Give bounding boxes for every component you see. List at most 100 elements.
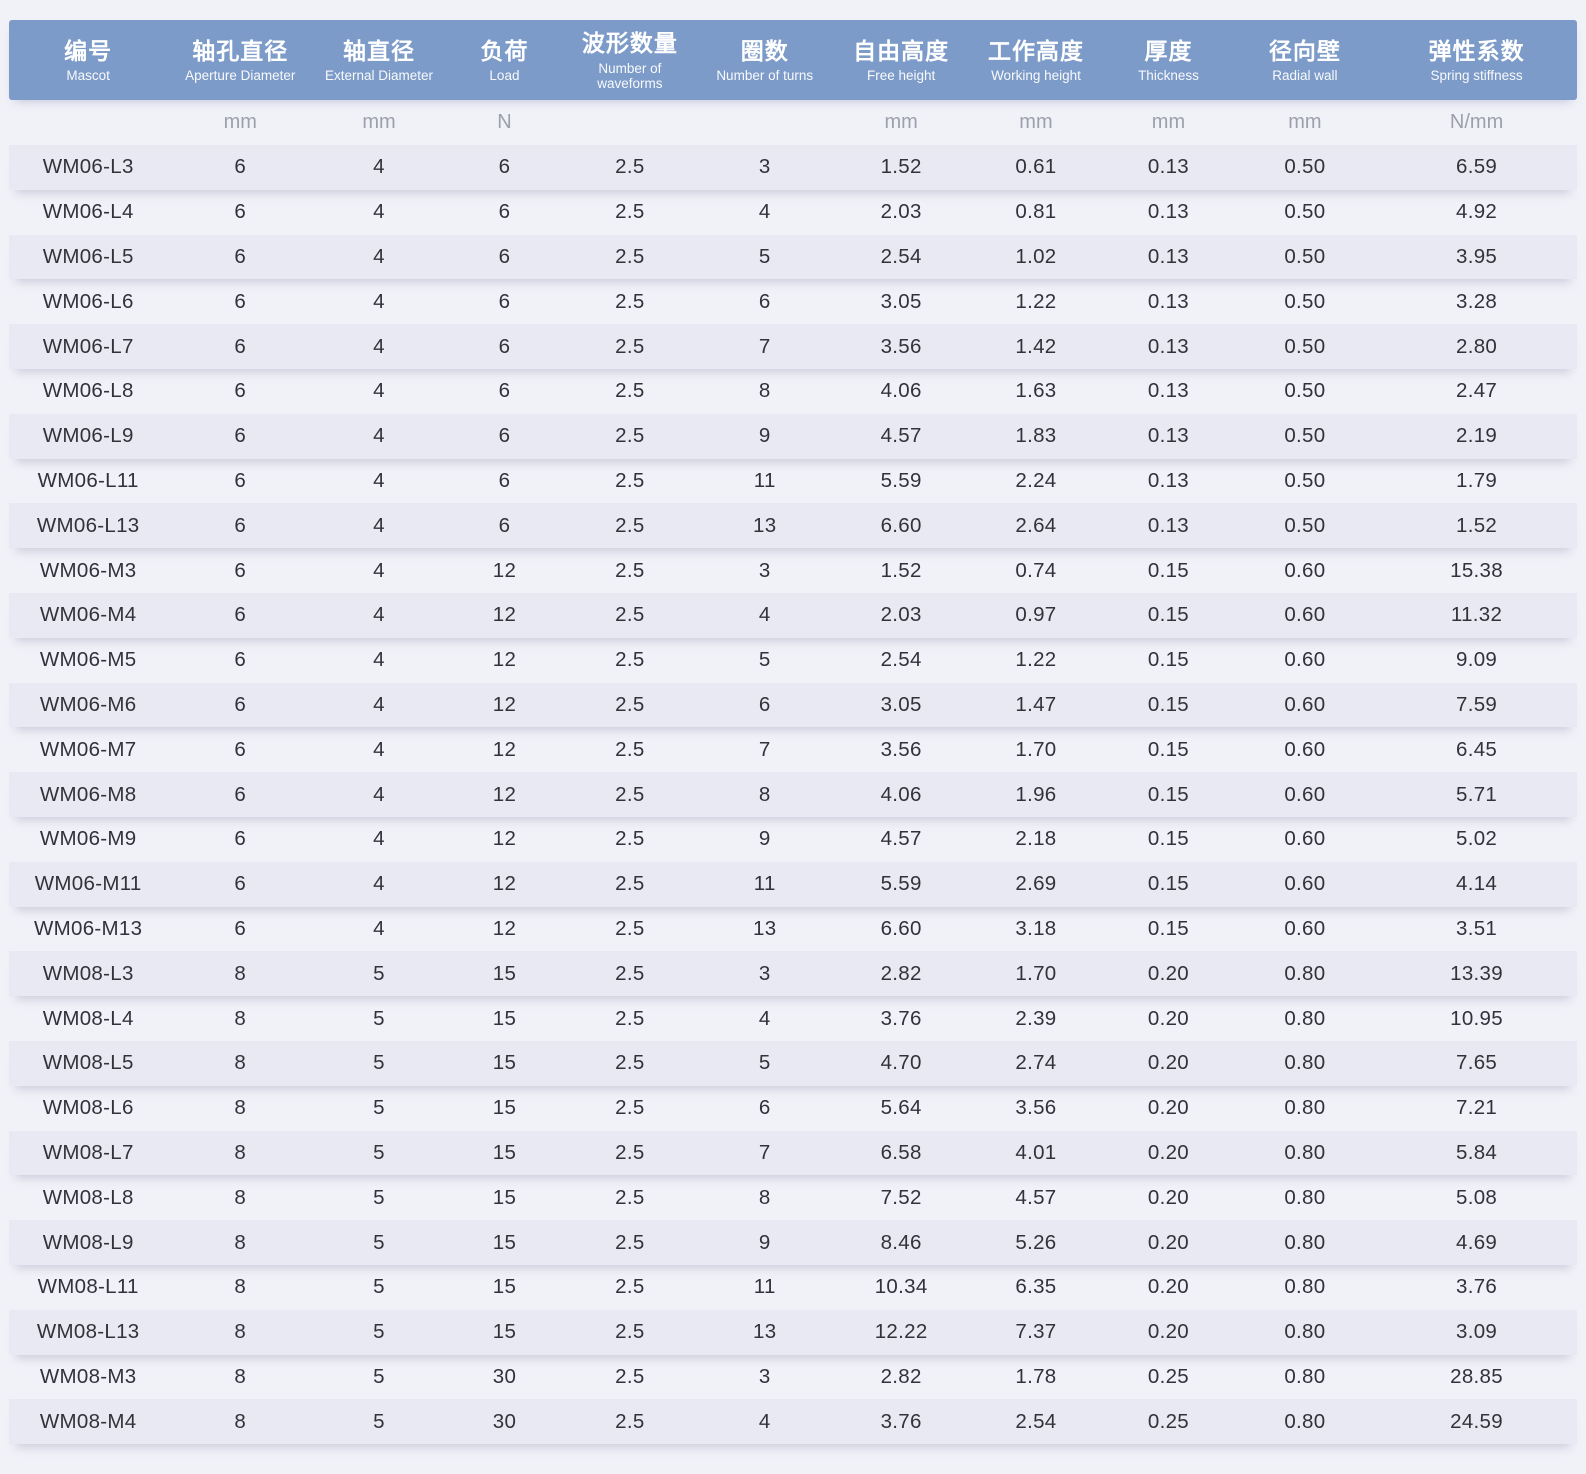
table-cell: 4 xyxy=(373,558,385,582)
column-header: 工作高度 Working height xyxy=(969,37,1104,84)
table-cell: 0.15 xyxy=(1147,603,1190,627)
table-cell: 15 xyxy=(492,1320,517,1344)
table-cell: 4 xyxy=(758,1409,771,1433)
table-cell: 4 xyxy=(373,916,385,940)
table-cell: 0.80 xyxy=(1284,1051,1326,1075)
column-title-zh: 轴孔直径 xyxy=(192,37,289,64)
part-number-cell: WM06-L11 xyxy=(37,468,139,492)
table-cell: 15 xyxy=(492,1185,517,1209)
table-cell: 2.5 xyxy=(615,1275,645,1299)
table-row: WM08-L6 8 5 15 2.5 6 5.64 3.56 0.20 0.80 7.21 xyxy=(9,1086,1577,1131)
part-number-cell: WM06-L7 xyxy=(42,334,134,358)
table-cell: 0.50 xyxy=(1284,513,1326,537)
table-cell: 1.70 xyxy=(1015,961,1057,985)
table-cell: 4 xyxy=(373,424,385,448)
table-cell: 2.5 xyxy=(615,558,645,582)
table-cell: 30 xyxy=(492,1409,517,1433)
table-cell: 6.60 xyxy=(880,513,922,537)
table-cell: 0.20 xyxy=(1147,1230,1190,1254)
table-row: WM06-M7 6 4 12 2.5 7 3.56 1.70 0.15 0.60 6.45 xyxy=(9,727,1577,772)
table-cell: 4.14 xyxy=(1456,872,1498,896)
column-title-en: Free height xyxy=(866,68,936,84)
table-cell: 8 xyxy=(234,1320,247,1344)
table-cell: 2.5 xyxy=(615,1320,645,1344)
table-row: WM08-L3 8 5 15 2.5 3 2.82 1.70 0.20 0.80 13.39 xyxy=(9,951,1577,997)
table-cell: 0.80 xyxy=(1284,1275,1326,1299)
table-cell: 5.08 xyxy=(1456,1185,1498,1209)
table-cell: 4 xyxy=(373,513,385,537)
column-title-zh: 负荷 xyxy=(480,37,529,64)
table-cell: 0.15 xyxy=(1147,827,1190,851)
table-cell: 2.5 xyxy=(615,1140,645,1164)
table-cell: 5.84 xyxy=(1456,1140,1498,1164)
table-cell: 8 xyxy=(234,1140,247,1164)
table-cell: 2.5 xyxy=(615,916,645,940)
table-cell: 7.37 xyxy=(1015,1320,1057,1344)
table-row: WM06-M8 6 4 12 2.5 8 4.06 1.96 0.15 0.60 5.71 xyxy=(9,772,1577,817)
table-cell: 0.50 xyxy=(1284,155,1326,179)
table-row: WM06-M6 6 4 12 2.5 6 3.05 1.47 0.15 0.60 7.59 xyxy=(9,682,1577,728)
unit-label: mm xyxy=(884,111,918,133)
table-cell: 2.5 xyxy=(615,155,645,179)
table-cell: 6.59 xyxy=(1456,155,1498,179)
table-cell: 10.95 xyxy=(1450,1006,1503,1030)
table-cell: 6 xyxy=(498,244,511,268)
part-number-cell: WM06-L5 xyxy=(42,244,134,268)
table-cell: 2.5 xyxy=(615,1230,645,1254)
table-cell: 2.5 xyxy=(615,468,645,492)
unit-label: mm xyxy=(1019,111,1053,133)
table-cell: 3 xyxy=(758,558,771,582)
table-cell: 11 xyxy=(753,1275,776,1299)
table-cell: 2.5 xyxy=(615,1096,645,1120)
table-row: WM06-L8 6 4 6 2.5 8 4.06 1.63 0.13 0.50 2.47 xyxy=(9,369,1577,414)
column-title-en: Radial wall xyxy=(1272,68,1338,84)
table-cell: 6 xyxy=(234,872,247,896)
table-cell: 3.56 xyxy=(1015,1096,1057,1120)
table-row: WM08-L8 8 5 15 2.5 8 7.52 4.57 0.20 0.80 5.08 xyxy=(9,1175,1577,1220)
table-cell: 0.60 xyxy=(1284,827,1326,851)
table-cell: 0.20 xyxy=(1147,1275,1190,1299)
table-cell: 8 xyxy=(234,1409,247,1433)
table-cell: 5.02 xyxy=(1456,827,1498,851)
table-cell: 2.03 xyxy=(880,200,922,224)
table-cell: 8 xyxy=(234,1051,247,1075)
table-cell: 1.42 xyxy=(1015,334,1057,358)
table-cell: 11.32 xyxy=(1450,603,1503,627)
table-cell: 0.60 xyxy=(1284,603,1326,627)
table-cell: 0.20 xyxy=(1147,1320,1190,1344)
table-cell: 6 xyxy=(234,782,247,806)
column-title-en: Number of waveforms xyxy=(597,60,663,91)
table-cell: 3 xyxy=(758,155,771,179)
part-number-cell: WM06-M13 xyxy=(34,916,143,940)
table-cell: 11 xyxy=(753,872,776,896)
part-number-cell: WM08-M3 xyxy=(39,1364,137,1388)
table-cell: 4 xyxy=(373,603,385,627)
table-cell: 2.5 xyxy=(615,424,645,448)
table-cell: 28.85 xyxy=(1450,1364,1503,1388)
column-header: 径向壁 Radial wall xyxy=(1234,37,1377,84)
table-cell: 0.20 xyxy=(1147,1185,1190,1209)
table-cell: 8 xyxy=(234,1096,247,1120)
table-cell: 6 xyxy=(498,155,511,179)
table-cell: 3.56 xyxy=(880,737,922,761)
table-cell: 4 xyxy=(373,155,385,179)
table-cell: 8 xyxy=(234,1006,247,1030)
unit-label: N xyxy=(497,111,512,133)
part-number-cell: WM06-L4 xyxy=(42,200,134,224)
table-cell: 6 xyxy=(234,200,247,224)
table-cell: 8 xyxy=(234,1275,247,1299)
table-cell: 1.02 xyxy=(1015,244,1057,268)
table-cell: 2.82 xyxy=(880,1364,922,1388)
table-cell: 3.51 xyxy=(1456,916,1498,940)
table-row: WM06-L3 6 4 6 2.5 3 1.52 0.61 0.13 0.50 6.59 xyxy=(9,145,1577,190)
table-header-row: 编号 Mascot 轴孔直径 Aperture Diameter 轴直径 External… xyxy=(9,20,1577,100)
table-cell: 4 xyxy=(373,692,385,716)
table-cell: 0.15 xyxy=(1147,737,1190,761)
table-cell: 15 xyxy=(492,961,517,985)
table-cell: 15 xyxy=(492,1275,517,1299)
table-cell: 6 xyxy=(234,379,247,403)
table-cell: 2.5 xyxy=(615,737,645,761)
table-cell: 2.39 xyxy=(1015,1006,1057,1030)
column-title-zh: 弹性系数 xyxy=(1428,37,1525,64)
